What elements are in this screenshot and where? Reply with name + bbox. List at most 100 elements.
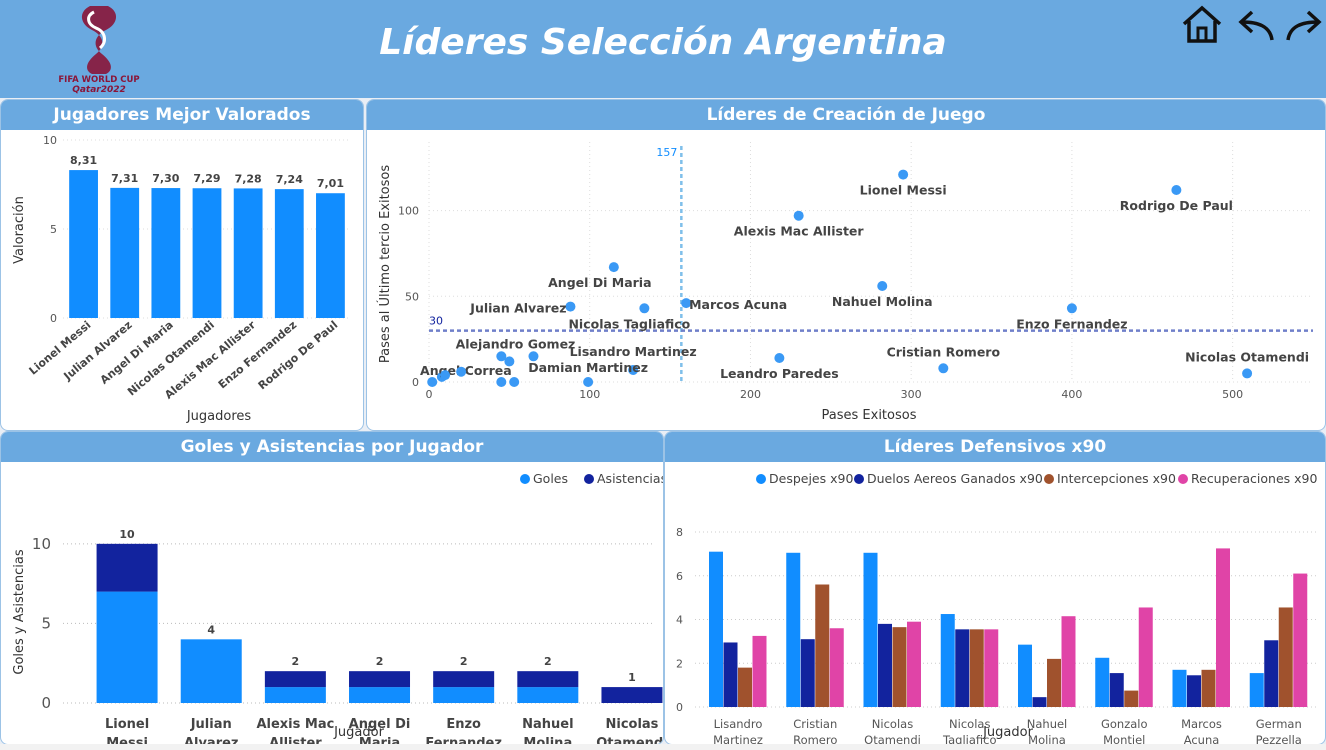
bar	[907, 621, 921, 707]
x-axis-title: Jugador	[982, 725, 1033, 740]
bar	[955, 629, 970, 707]
scatter-point	[877, 281, 888, 291]
bar-segment	[433, 671, 495, 688]
x-tick-label: 0	[426, 388, 433, 401]
bar	[1124, 690, 1139, 707]
point-label: Nahuel Molina	[832, 294, 933, 309]
scatter-point	[681, 298, 692, 309]
y-tick-label: 2	[676, 657, 683, 670]
legend-label: Asistencias	[597, 471, 664, 486]
page-title: Líderes Selección Argentina	[379, 22, 947, 63]
scatter-point	[774, 353, 785, 363]
point-label: Nicolas Tagliafico	[568, 316, 690, 331]
x-tick-label: Marcos	[1181, 717, 1222, 731]
legend-marker	[1044, 474, 1054, 484]
defense-title: Líderes Defensivos x90	[665, 432, 1325, 462]
reference-label-y: 30	[429, 315, 443, 328]
bar	[815, 584, 830, 707]
home-icon[interactable]	[1180, 4, 1224, 44]
point-label: Angel Di Maria	[548, 275, 651, 290]
rating-title: Jugadores Mejor Valorados	[1, 100, 363, 130]
bar-segment	[264, 687, 326, 703]
y-tick-label: 10	[43, 134, 57, 147]
bar-segment	[264, 671, 326, 688]
scatter-point	[528, 351, 539, 362]
scatter-point	[427, 377, 438, 387]
x-tick-label: Alexis Mac	[256, 717, 334, 732]
point-label: Enzo Fernandez	[1016, 316, 1127, 331]
legend-marker	[854, 474, 864, 484]
scatter-point	[793, 210, 804, 221]
x-tick-label: Romero	[793, 733, 837, 745]
legend-marker	[1178, 474, 1188, 484]
x-tick-label: Gonzalo	[1101, 717, 1148, 731]
scatter-point	[1242, 368, 1253, 379]
bar	[1047, 658, 1061, 707]
legend-label: Despejes x90	[769, 471, 853, 486]
legend-label: Duelos Aereos Ganados x90	[867, 471, 1043, 486]
point-label: Marcos Acuna	[689, 297, 787, 312]
x-tick-label: Julian	[190, 717, 232, 732]
x-axis-title: Jugadores	[186, 409, 252, 424]
bar	[151, 188, 181, 318]
x-tick-label: Pezzella	[1256, 733, 1302, 745]
bar-segment	[433, 687, 495, 703]
x-tick-label: Montiel	[1103, 733, 1145, 745]
legend-label: Intercepciones x90	[1057, 471, 1176, 486]
bar	[829, 628, 844, 707]
bar	[110, 187, 140, 318]
svg-text:Qatar2022: Qatar2022	[72, 85, 126, 94]
x-tick-label: 300	[901, 388, 922, 401]
bar	[1264, 640, 1279, 707]
undo-icon[interactable]	[1236, 4, 1280, 44]
y-tick-label: 5	[41, 614, 51, 632]
data-label: 2	[460, 655, 468, 668]
fifa-world-cup-logo: FIFA WORLD CUP Qatar2022	[58, 6, 140, 94]
bar	[1095, 657, 1110, 707]
legend-marker	[756, 474, 766, 484]
scatter-point	[938, 363, 949, 374]
goals-panel: Goles y Asistencias por Jugador 0 5 10 Gole…	[0, 431, 664, 745]
data-label: 7,30	[152, 172, 179, 185]
bar	[1138, 607, 1153, 707]
data-label: 4	[207, 623, 215, 636]
x-tick-label: Enzo	[446, 717, 481, 732]
x-tick-label: Nicolas	[949, 717, 990, 731]
bar	[1278, 607, 1293, 707]
scatter-point	[440, 370, 451, 381]
scatter-point	[1066, 303, 1077, 314]
data-label: 7,31	[111, 172, 138, 185]
bar	[1032, 697, 1047, 707]
bar	[1216, 548, 1230, 707]
x-axis-title: Jugador	[333, 725, 384, 740]
x-tick-label: Molina	[1028, 733, 1066, 745]
goals-title: Goles y Asistencias por Jugador	[1, 432, 663, 462]
y-tick-label: 6	[676, 570, 683, 583]
defense-chart: 0 2 4 6 8 Despejes x90 Duelos Aereos Ganados x…	[676, 471, 1317, 745]
scatter-point	[509, 377, 520, 387]
y-tick-label: 10	[32, 535, 51, 553]
creation-panel: Líderes de Creación de Juego 0 50 100 0 100 2…	[366, 99, 1326, 431]
page-tabs-strip	[0, 744, 1326, 750]
x-axis-title: Pases Exitosos	[822, 408, 917, 423]
bar	[709, 551, 723, 707]
y-tick-label: 0	[412, 376, 419, 389]
point-label: Damian Martinez	[528, 360, 648, 375]
x-tick-label: 100	[579, 388, 600, 401]
bar	[800, 639, 815, 707]
bar	[969, 629, 984, 707]
x-tick-label: Fernandez	[425, 736, 502, 745]
data-label: 7,28	[235, 172, 262, 185]
y-axis-title: Valoración	[12, 196, 27, 264]
bar	[723, 642, 738, 707]
data-label: 10	[119, 528, 135, 541]
goals-chart: 0 5 10 Goles Asistencias 10 Lionel Messi 4 Julian…	[12, 471, 664, 745]
point-label: Julian Alvarez	[469, 301, 566, 316]
scatter-point	[1171, 185, 1182, 195]
x-tick-label: Maria	[359, 736, 400, 745]
redo-icon[interactable]	[1280, 4, 1324, 44]
x-tick-label: Nicolas	[605, 717, 658, 732]
x-tick-label: Lionel	[105, 717, 149, 732]
x-tick-label: Molina	[523, 736, 572, 745]
bar	[316, 193, 345, 318]
